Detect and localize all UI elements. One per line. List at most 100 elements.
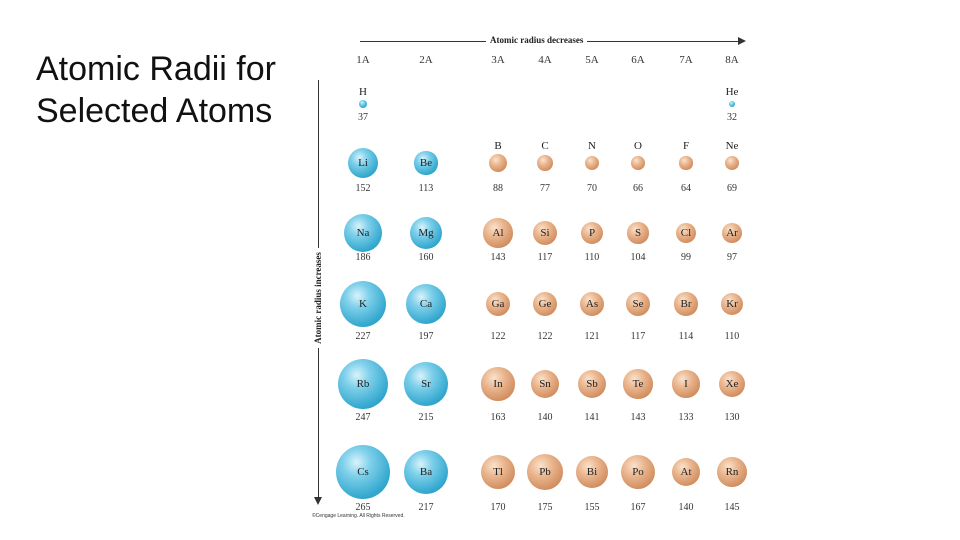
element-symbol: In	[493, 378, 503, 390]
element-symbol: Rn	[725, 466, 739, 478]
atomic-radius-value: 140	[678, 502, 694, 513]
atom-sphere	[533, 221, 557, 245]
element-symbol: Se	[632, 298, 644, 310]
element-symbol: As	[585, 298, 599, 310]
atom-sphere	[530, 369, 560, 399]
atom-sphere	[720, 292, 744, 316]
element-symbol: Sr	[421, 378, 431, 390]
atom-sphere	[409, 216, 443, 250]
atomic-radius-value: 97	[727, 252, 737, 263]
element-symbol: Pb	[539, 466, 551, 478]
atomic-radius-value: 117	[537, 252, 553, 263]
element-symbol: Cl	[680, 227, 692, 239]
group-label-3a: 3A	[491, 54, 505, 66]
element-symbol: I	[684, 378, 688, 390]
atom-sphere	[344, 214, 382, 252]
atom-sphere	[718, 370, 746, 398]
element-symbol: H	[359, 86, 367, 98]
atom-sphere	[481, 367, 515, 401]
element-symbol: Bi	[586, 466, 598, 478]
atomic-radius-value: 121	[584, 331, 600, 342]
element-symbol: Ne	[725, 140, 739, 152]
atom-sphere	[675, 222, 697, 244]
slide-title: Atomic Radii for Selected Atoms	[36, 50, 276, 130]
atomic-radius-value: 155	[584, 502, 600, 513]
element-symbol: Br	[680, 298, 692, 310]
atomic-radius-value: 215	[418, 412, 434, 423]
atomic-radius-value: 77	[540, 183, 550, 194]
atomic-radius-value: 117	[630, 331, 646, 342]
atom-sphere	[483, 218, 513, 248]
atomic-radius-value: 64	[681, 183, 691, 194]
group-label-6a: 6A	[631, 54, 645, 66]
atomic-radius-value: 160	[418, 252, 434, 263]
group-label-2a: 2A	[419, 54, 433, 66]
atom-sphere	[724, 155, 740, 171]
group-label-4a: 4A	[538, 54, 552, 66]
element-symbol: Sb	[586, 378, 598, 390]
element-symbol: Ge	[538, 298, 552, 310]
atom-sphere	[631, 156, 645, 170]
atomic-radius-value: 32	[727, 112, 737, 123]
atomic-radius-value: 152	[355, 183, 371, 194]
atomic-radius-value: 143	[630, 412, 646, 423]
element-symbol: C	[541, 140, 549, 152]
element-symbol: Tl	[493, 466, 503, 478]
atom-sphere	[414, 151, 438, 175]
radius-increases-label: Atomic radius increases	[313, 248, 323, 348]
atomic-radius-value: 88	[493, 183, 503, 194]
atomic-radius-value: 175	[537, 502, 553, 513]
atomic-radius-value: 110	[724, 331, 740, 342]
atom-sphere	[620, 454, 655, 489]
radius-decreases-label: Atomic radius decreases	[486, 35, 588, 45]
element-symbol: Te	[632, 378, 644, 390]
atom-sphere	[405, 283, 447, 325]
atomic-radius-value: 141	[584, 412, 600, 423]
element-symbol: Ar	[726, 227, 738, 239]
copyright-credit: ©Cengage Learning. All Rights Reserved.	[312, 513, 405, 519]
element-symbol: F	[682, 140, 690, 152]
atom-sphere	[722, 223, 742, 243]
atomic-radius-value: 69	[727, 183, 737, 194]
atomic-radius-value: 265	[355, 502, 371, 513]
atom-sphere	[403, 449, 449, 495]
element-symbol: Cs	[357, 466, 369, 478]
atomic-radius-value: 163	[490, 412, 506, 423]
group-label-8a: 8A	[725, 54, 739, 66]
element-symbol: Po	[632, 466, 644, 478]
atomic-radius-value: 186	[355, 252, 371, 263]
element-symbol: Ba	[419, 466, 433, 478]
element-symbol: N	[588, 140, 596, 152]
element-symbol: Ca	[419, 298, 433, 310]
element-symbol: He	[725, 86, 739, 98]
atom-sphere	[580, 221, 604, 245]
atomic-radius-value: 113	[418, 183, 434, 194]
atom-sphere	[537, 155, 553, 171]
element-symbol: Rb	[356, 378, 370, 390]
atom-sphere	[728, 100, 736, 108]
element-symbol: Ga	[491, 298, 505, 310]
element-symbol: Li	[358, 157, 368, 169]
atomic-radius-value: 140	[537, 412, 553, 423]
atom-sphere	[674, 292, 698, 316]
atomic-radius-value: 114	[678, 331, 694, 342]
element-symbol: B	[494, 140, 502, 152]
atomic-radius-value: 122	[537, 331, 553, 342]
atom-sphere	[359, 100, 367, 108]
element-symbol: Sn	[539, 378, 551, 390]
atom-sphere	[336, 445, 390, 499]
element-symbol: At	[680, 466, 692, 478]
element-symbol: Xe	[725, 378, 739, 390]
element-symbol: Kr	[726, 298, 738, 310]
atomic-radius-value: 99	[681, 252, 691, 263]
atomic-radius-value: 227	[355, 331, 371, 342]
atomic-radius-value: 197	[418, 331, 434, 342]
element-symbol: Mg	[418, 227, 434, 239]
element-symbol: S	[634, 227, 642, 239]
atom-sphere	[485, 291, 511, 317]
atomic-radius-value: 104	[630, 252, 646, 263]
atom-sphere	[679, 156, 693, 170]
atom-sphere	[627, 222, 649, 244]
element-symbol: P	[588, 227, 596, 239]
